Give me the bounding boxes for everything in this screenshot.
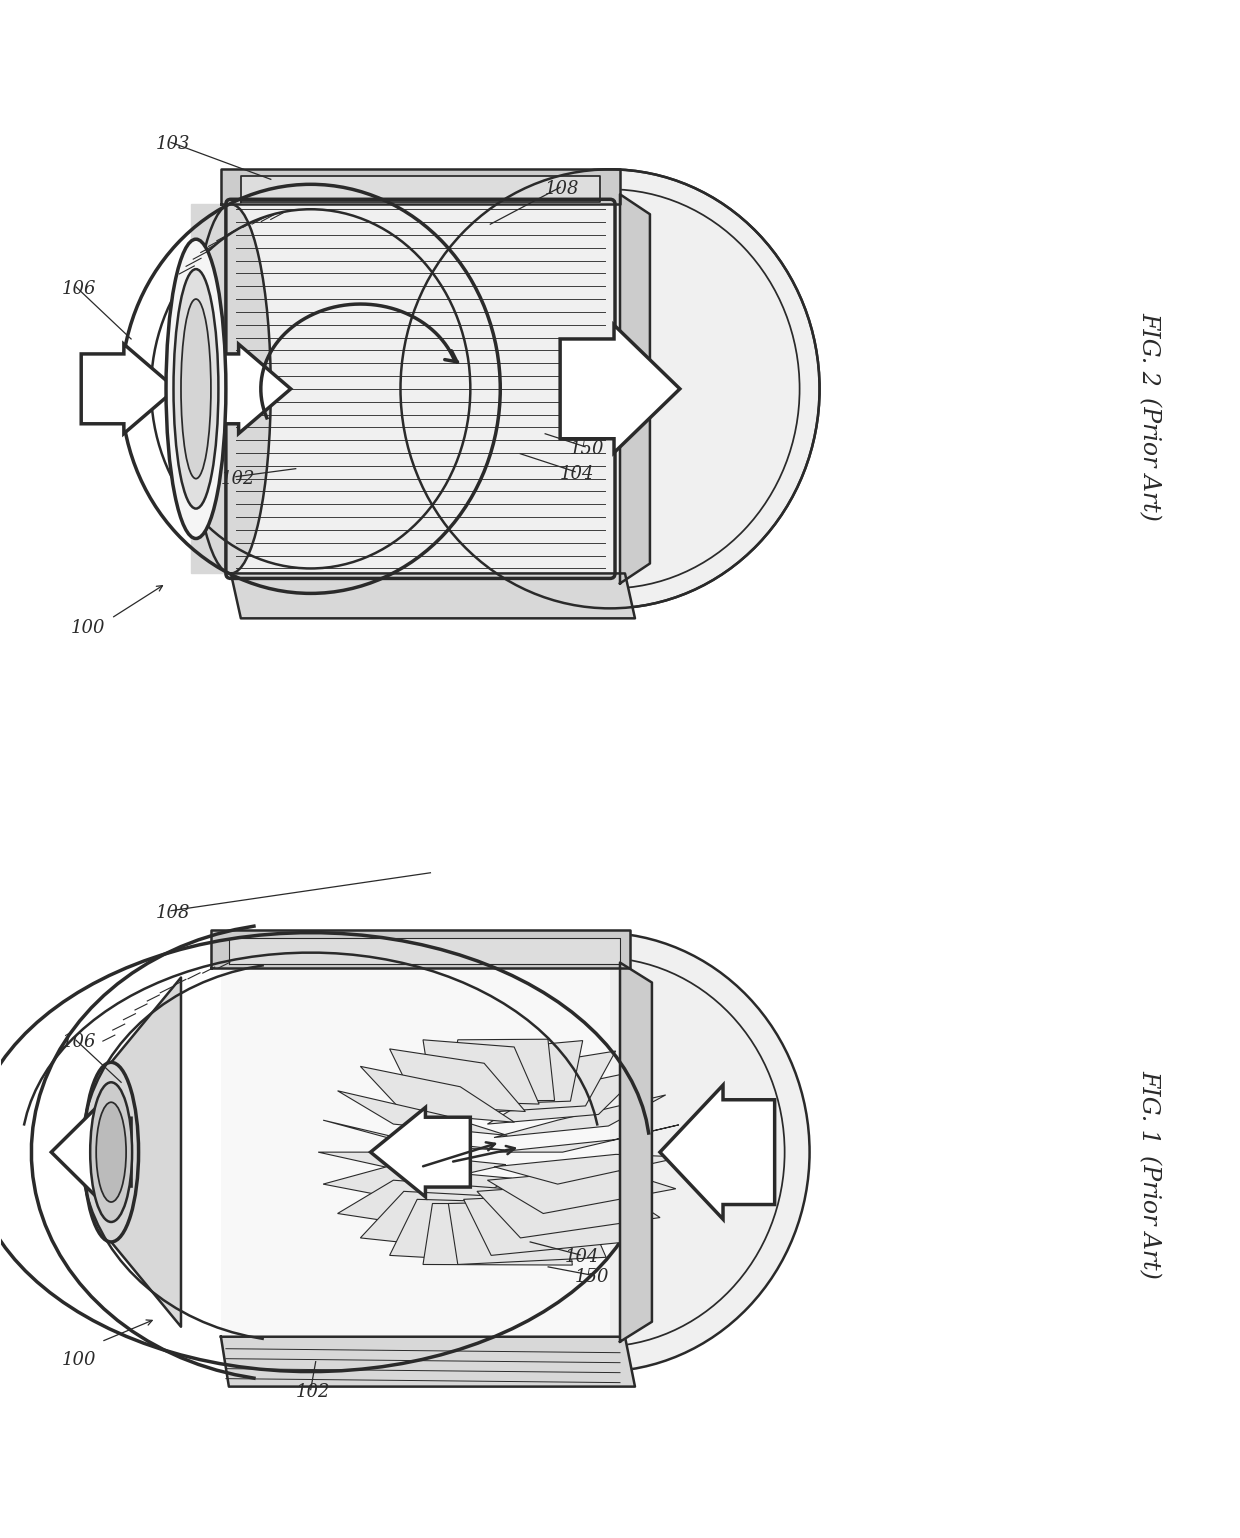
Polygon shape [191,205,231,574]
Polygon shape [620,194,650,583]
Polygon shape [319,1152,506,1180]
Polygon shape [211,929,630,967]
Ellipse shape [401,169,820,609]
Ellipse shape [174,269,218,509]
Text: 150: 150 [570,440,605,458]
Polygon shape [229,938,620,964]
Text: FIG. 2: FIG. 2 [1137,312,1161,386]
Polygon shape [241,177,600,203]
Polygon shape [324,1120,505,1150]
Polygon shape [477,1183,660,1238]
Text: 108: 108 [156,904,191,921]
Polygon shape [496,1124,678,1152]
Text: 108: 108 [546,180,579,198]
Polygon shape [112,978,181,1327]
Polygon shape [423,1204,573,1266]
Polygon shape [361,1066,515,1123]
Polygon shape [371,1107,470,1197]
Ellipse shape [91,1083,133,1223]
Text: 102: 102 [295,1383,330,1401]
Polygon shape [449,1200,606,1264]
Text: 100: 100 [71,620,105,637]
Polygon shape [423,1040,539,1104]
Text: 100: 100 [61,1350,95,1369]
Polygon shape [487,1069,644,1124]
Text: 106: 106 [61,280,95,298]
Text: 104: 104 [560,464,595,483]
Polygon shape [196,345,290,434]
Polygon shape [221,1337,635,1387]
Polygon shape [560,325,680,452]
Polygon shape [337,1090,507,1135]
Text: 106: 106 [61,1034,95,1052]
Text: 103: 103 [156,135,191,154]
Text: 102: 102 [221,469,255,488]
Polygon shape [660,1086,775,1220]
Polygon shape [389,1049,526,1112]
Ellipse shape [84,1063,139,1243]
Polygon shape [51,1109,131,1195]
Text: (Prior Art): (Prior Art) [1137,397,1161,521]
Polygon shape [221,169,620,205]
Ellipse shape [166,240,226,538]
Polygon shape [221,967,610,1337]
Ellipse shape [391,932,810,1372]
Polygon shape [337,1180,522,1235]
Polygon shape [231,574,635,618]
Polygon shape [494,1095,666,1138]
Polygon shape [389,1200,549,1264]
Ellipse shape [97,1103,126,1203]
Polygon shape [494,1155,682,1184]
Text: FIG. 1: FIG. 1 [1137,1070,1161,1144]
Polygon shape [620,963,652,1341]
Text: 150: 150 [575,1267,610,1286]
Polygon shape [324,1167,512,1209]
Polygon shape [477,1050,615,1114]
Polygon shape [449,1040,554,1101]
Polygon shape [361,1192,534,1253]
Polygon shape [81,345,176,434]
Ellipse shape [181,298,211,478]
Text: 104: 104 [565,1247,600,1266]
FancyBboxPatch shape [226,200,615,578]
Text: (Prior Art): (Prior Art) [1137,1155,1161,1280]
Polygon shape [487,1169,676,1213]
Polygon shape [464,1193,636,1255]
Ellipse shape [191,205,270,574]
Polygon shape [464,1041,583,1104]
